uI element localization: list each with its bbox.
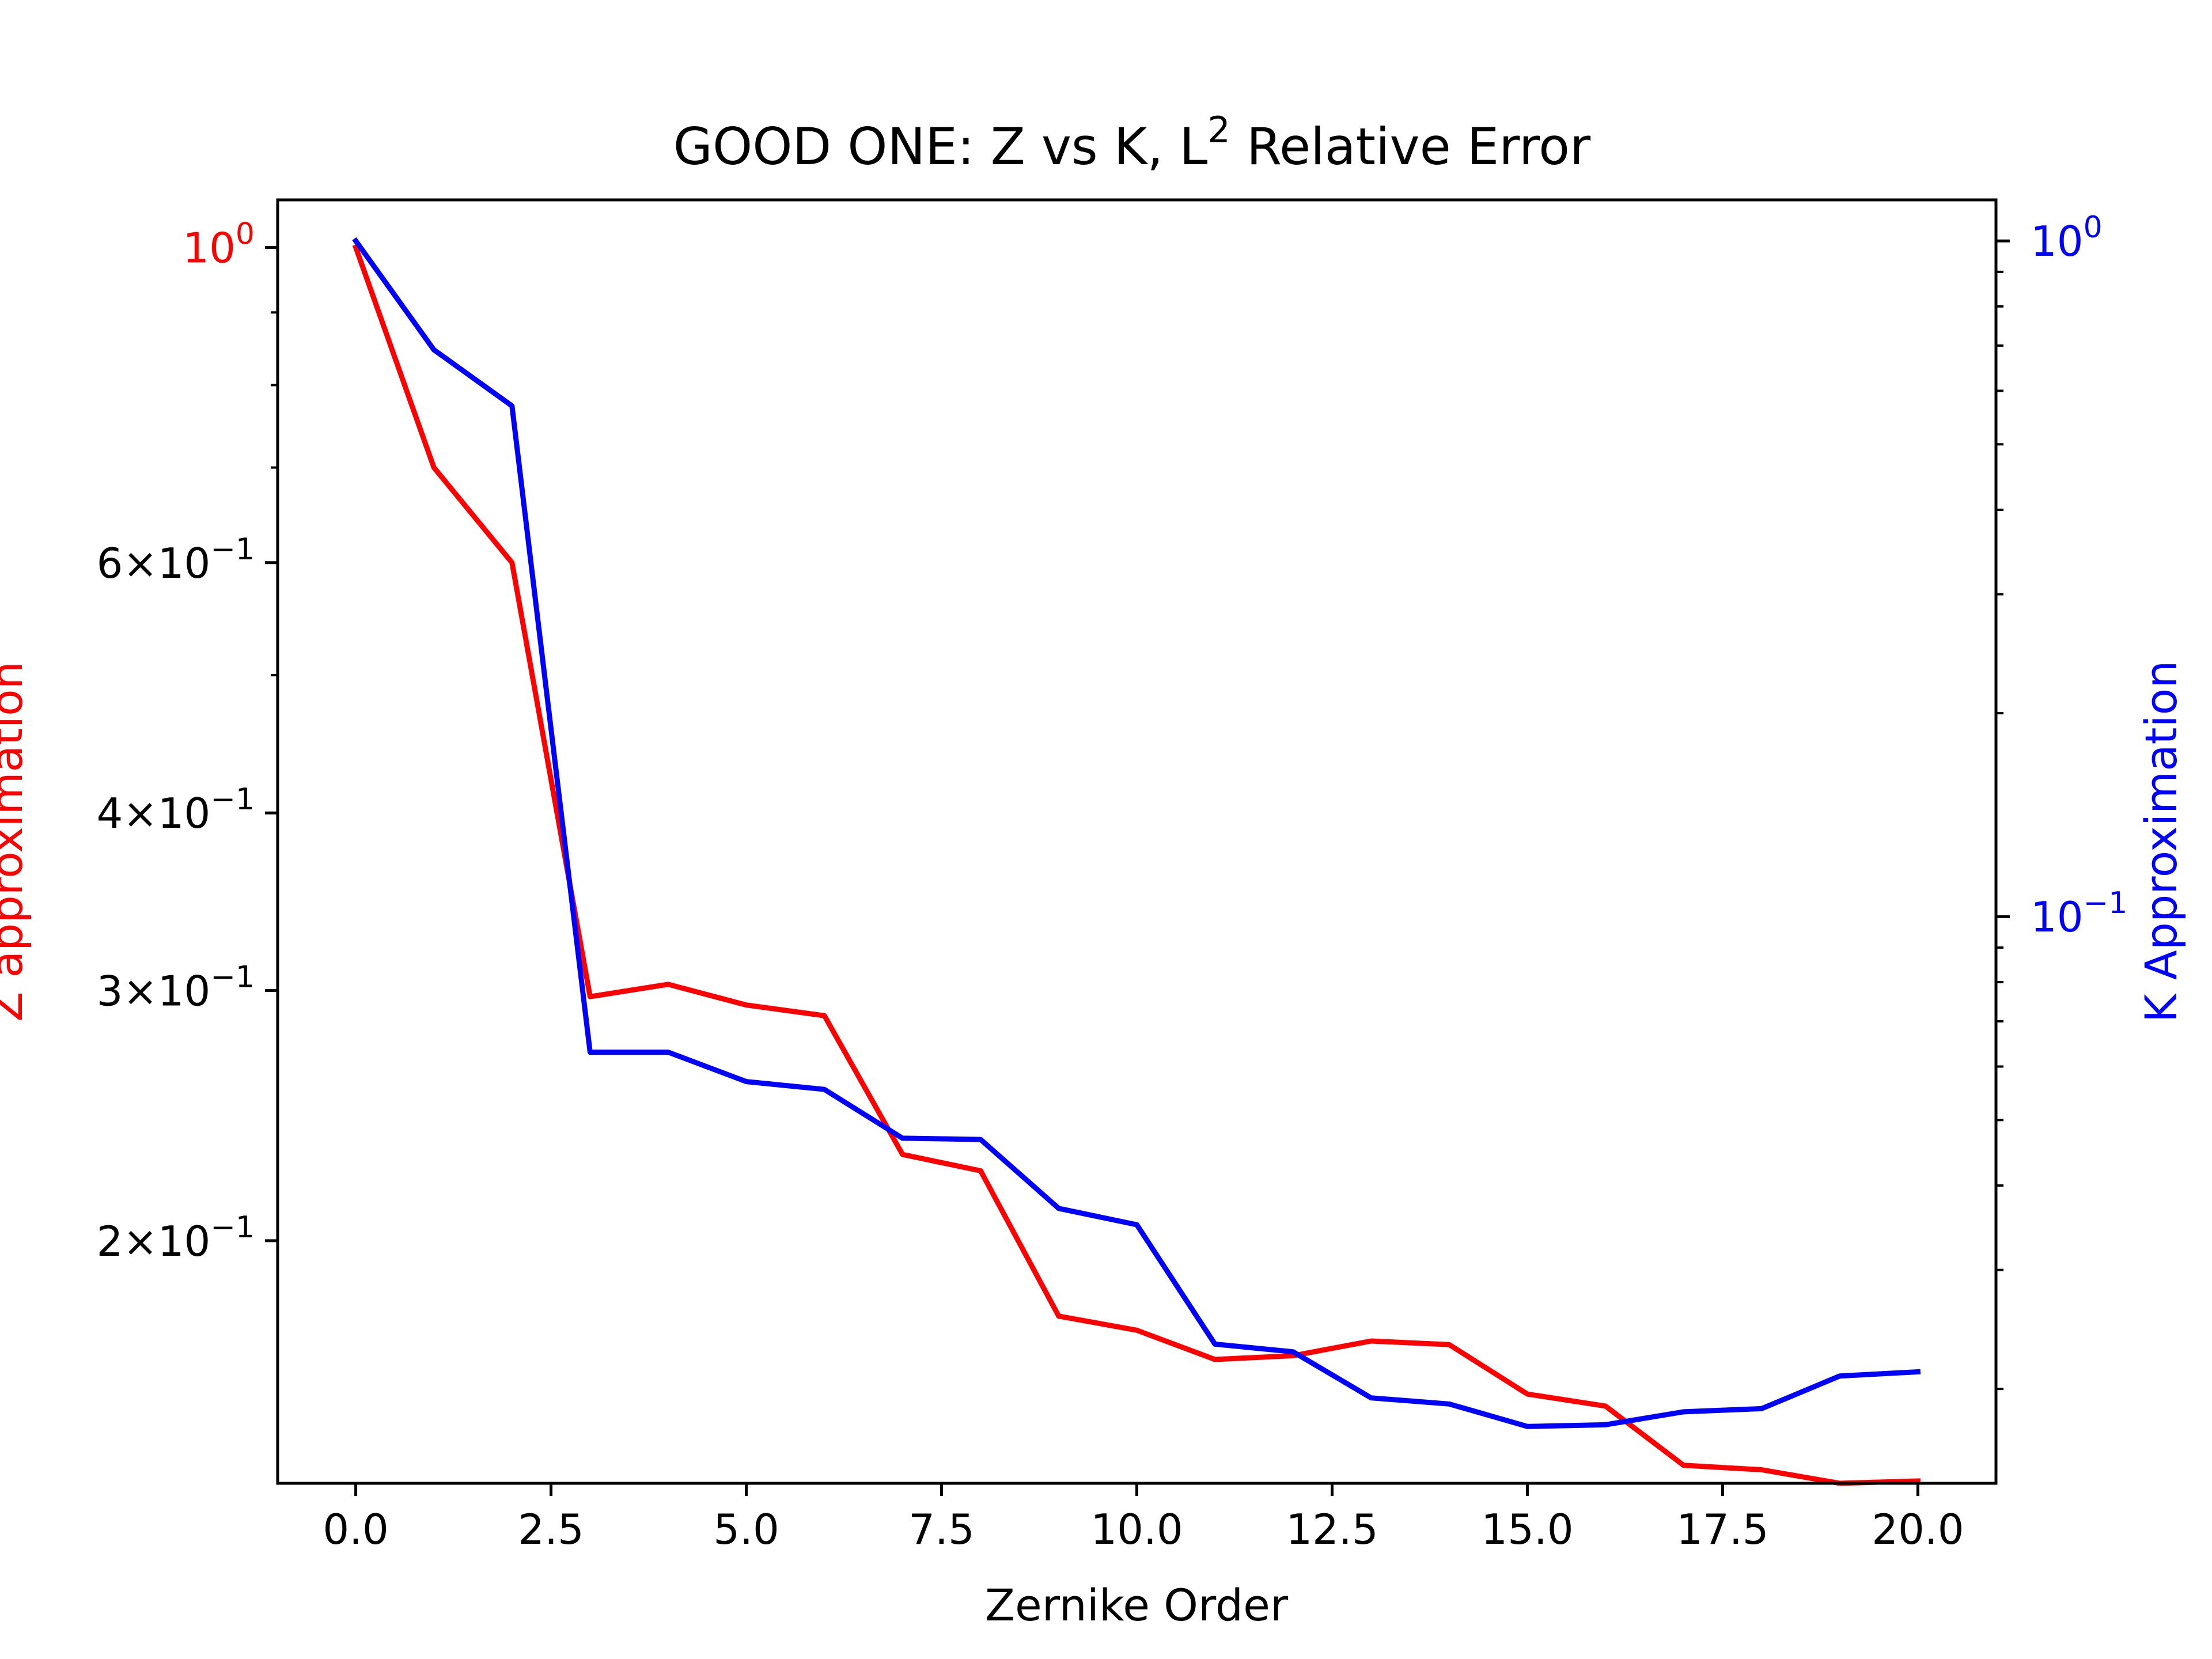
- y-left-tick-label: 4×10−1: [97, 782, 255, 838]
- y-axis-left-label: Z approximation: [0, 661, 32, 1021]
- x-axis-label: Zernike Order: [985, 1580, 1289, 1631]
- y-left-tick-label: 6×10−1: [97, 532, 255, 588]
- x-tick-label: 7.5: [908, 1505, 975, 1554]
- y-left-tick-label: 100: [183, 217, 255, 272]
- chart-title-suffix: Relative Error: [1230, 117, 1591, 176]
- y-left-tick-label: 2×10−1: [97, 1210, 255, 1266]
- x-axis: 0.0 2.5 5.0 7.5 10.0 12.5 15.0 17.5 20.0: [323, 1483, 1964, 1554]
- chart-title-superscript: 2: [1207, 109, 1230, 151]
- x-tick-label: 17.5: [1676, 1505, 1768, 1554]
- x-tick-label: 10.0: [1090, 1505, 1183, 1554]
- y-right-tick-label: 10−1: [2031, 886, 2127, 941]
- x-tick-label: 12.5: [1286, 1505, 1378, 1554]
- x-tick-label: 2.5: [518, 1505, 584, 1554]
- y-axis-right: 100 10−1: [1996, 210, 2127, 1391]
- series-line-left: [352, 244, 1921, 1486]
- x-tick-label: 5.0: [713, 1505, 779, 1554]
- x-tick-label: 15.0: [1481, 1505, 1573, 1554]
- chart-title: GOOD ONE: Z vs K, L2 Relative Error: [673, 109, 1591, 176]
- y-right-tick-label: 100: [2031, 210, 2103, 266]
- series-line-right: [352, 237, 1921, 1429]
- x-tick-label: 0.0: [323, 1505, 389, 1554]
- y-axis-left: 100 6×10−1 4×10−1 3×10−1 2×10−1: [97, 217, 278, 1266]
- x-tick-label: 20.0: [1872, 1505, 1964, 1554]
- chart-title-main: GOOD ONE: Z vs K, L: [673, 117, 1208, 176]
- plot-lines: [352, 237, 1921, 1486]
- y-axis-right-label: K Approximation: [2135, 661, 2187, 1022]
- y-left-tick-label: 3×10−1: [97, 960, 255, 1015]
